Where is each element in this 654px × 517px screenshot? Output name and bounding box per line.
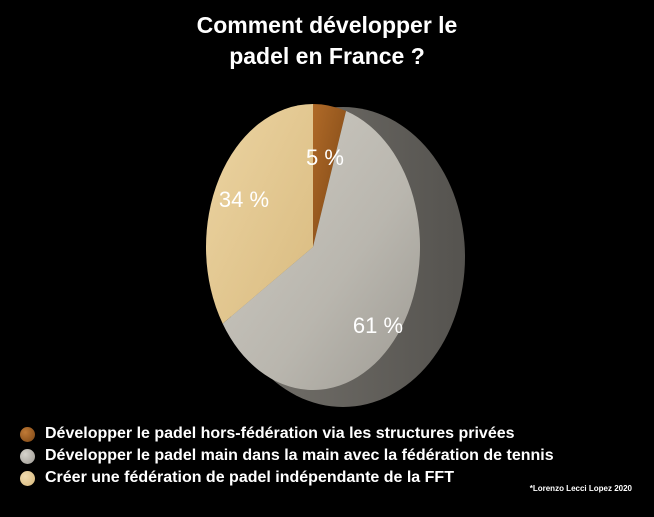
legend-item-padel-federation: Créer une fédération de padel indépendan… (20, 467, 554, 489)
legend-swatch-private (20, 426, 35, 442)
chart-title-line-2: padel en France ? (229, 43, 425, 69)
credit-text: *Lorenzo Lecci Lopez 2020 (529, 484, 632, 493)
legend-swatch-tennis-federation (20, 448, 35, 464)
pie-slice-tennis-federation (222, 110, 420, 391)
slice-label-tennis-federation: 61 % (353, 313, 403, 338)
pie-slice-padel-federation (205, 104, 313, 324)
chart-title: Comment développer le padel en France ? (0, 10, 654, 72)
legend-swatch-padel-federation (20, 470, 35, 486)
pie-slice-private (313, 104, 347, 247)
slice-label-padel-federation: 34 % (219, 187, 269, 212)
legend-item-private: Développer le padel hors-fédération via … (20, 423, 554, 445)
legend-label-private: Développer le padel hors-fédération via … (45, 425, 515, 442)
legend: Développer le padel hors-fédération via … (20, 423, 554, 489)
chart-title-line-1: Comment développer le (196, 12, 458, 38)
legend-label-padel-federation: Créer une fédération de padel indépendan… (45, 469, 454, 486)
slice-label-private: 5 % (306, 145, 344, 170)
legend-label-tennis-federation: Développer le padel main dans la main av… (45, 447, 554, 464)
legend-item-tennis-federation: Développer le padel main dans la main av… (20, 445, 554, 467)
